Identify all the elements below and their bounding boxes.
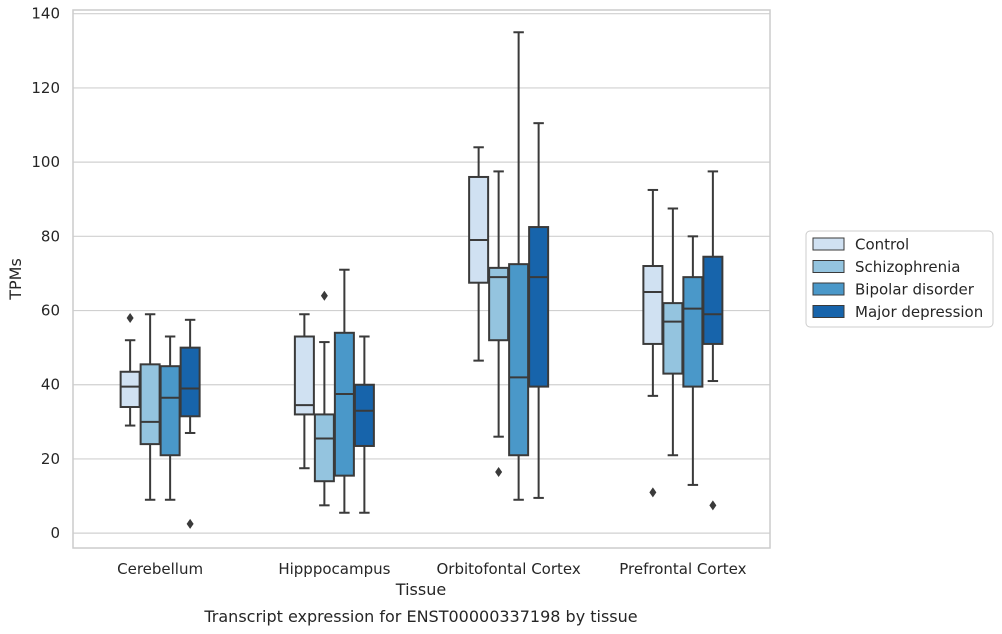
box	[528, 226, 550, 388]
x-tick-label: Hipppocampus	[278, 560, 390, 578]
box	[179, 346, 201, 418]
y-tick-label: 40	[41, 376, 60, 394]
box-group	[333, 268, 355, 514]
chart-caption: Transcript expression for ENST0000033719…	[203, 607, 637, 626]
box	[119, 370, 141, 409]
y-tick-label: 100	[31, 153, 60, 171]
box-group	[353, 335, 375, 514]
legend-swatch	[812, 260, 845, 273]
plot-frame	[72, 9, 771, 549]
box-group	[139, 313, 161, 501]
y-tick-label: 140	[31, 5, 60, 23]
legend-swatch	[812, 305, 845, 318]
box	[508, 263, 530, 457]
box	[702, 255, 724, 345]
x-tick-label: Cerebellum	[117, 560, 203, 578]
outlier-point	[126, 312, 134, 323]
box-series	[119, 31, 724, 529]
legend-label: Control	[855, 236, 909, 254]
y-axis-label: TPMs	[6, 258, 25, 301]
box	[293, 335, 315, 416]
box	[488, 266, 510, 342]
box-group	[528, 122, 550, 499]
y-tick-label: 80	[41, 227, 60, 245]
x-axis-label: Tissue	[395, 580, 446, 599]
box-group	[313, 290, 335, 507]
legend-label: Major depression	[855, 303, 983, 321]
legend-label: Schizophrenia	[855, 258, 960, 276]
box	[642, 265, 664, 345]
outlier-point	[649, 487, 657, 498]
box	[662, 302, 684, 375]
outlier-point	[320, 290, 328, 301]
x-tick-labels: Cerebellum Hipppocampus Orbitofontal Corte…	[117, 560, 746, 578]
box-group	[662, 207, 684, 457]
outlier-point	[495, 466, 503, 477]
box-group	[642, 188, 664, 498]
legend-swatch	[812, 237, 845, 251]
x-tick-label: Orbitofontal Cortex	[437, 560, 581, 578]
box-group	[293, 313, 315, 470]
box-group	[468, 146, 490, 362]
box-group	[179, 318, 201, 529]
y-tick-label: 0	[50, 524, 60, 542]
outlier-point	[186, 518, 194, 529]
box	[682, 276, 704, 388]
x-tick-label: Prefrontal Cortex	[619, 560, 746, 578]
legend-label: Bipolar disorder	[855, 281, 975, 299]
box-group	[702, 170, 724, 511]
box-group	[159, 335, 181, 501]
box-group	[488, 170, 510, 477]
box-group	[682, 235, 704, 486]
box-group	[119, 312, 141, 427]
box	[468, 175, 490, 284]
legend: Control Schizophrenia Bipolar disorder Majo…	[805, 230, 994, 328]
box	[159, 365, 181, 457]
box	[313, 413, 335, 483]
y-tick-label: 120	[31, 79, 60, 97]
legend-swatch	[812, 282, 845, 296]
box	[139, 363, 161, 446]
legend-frame	[805, 230, 994, 328]
outlier-point	[709, 500, 717, 511]
y-tick-label: 60	[41, 302, 60, 320]
y-tick-labels: 0 20 40 60 80 100 120 140	[31, 5, 60, 542]
box	[353, 383, 375, 447]
y-tick-label: 20	[41, 450, 60, 468]
box-group	[508, 31, 530, 501]
box	[333, 331, 355, 477]
